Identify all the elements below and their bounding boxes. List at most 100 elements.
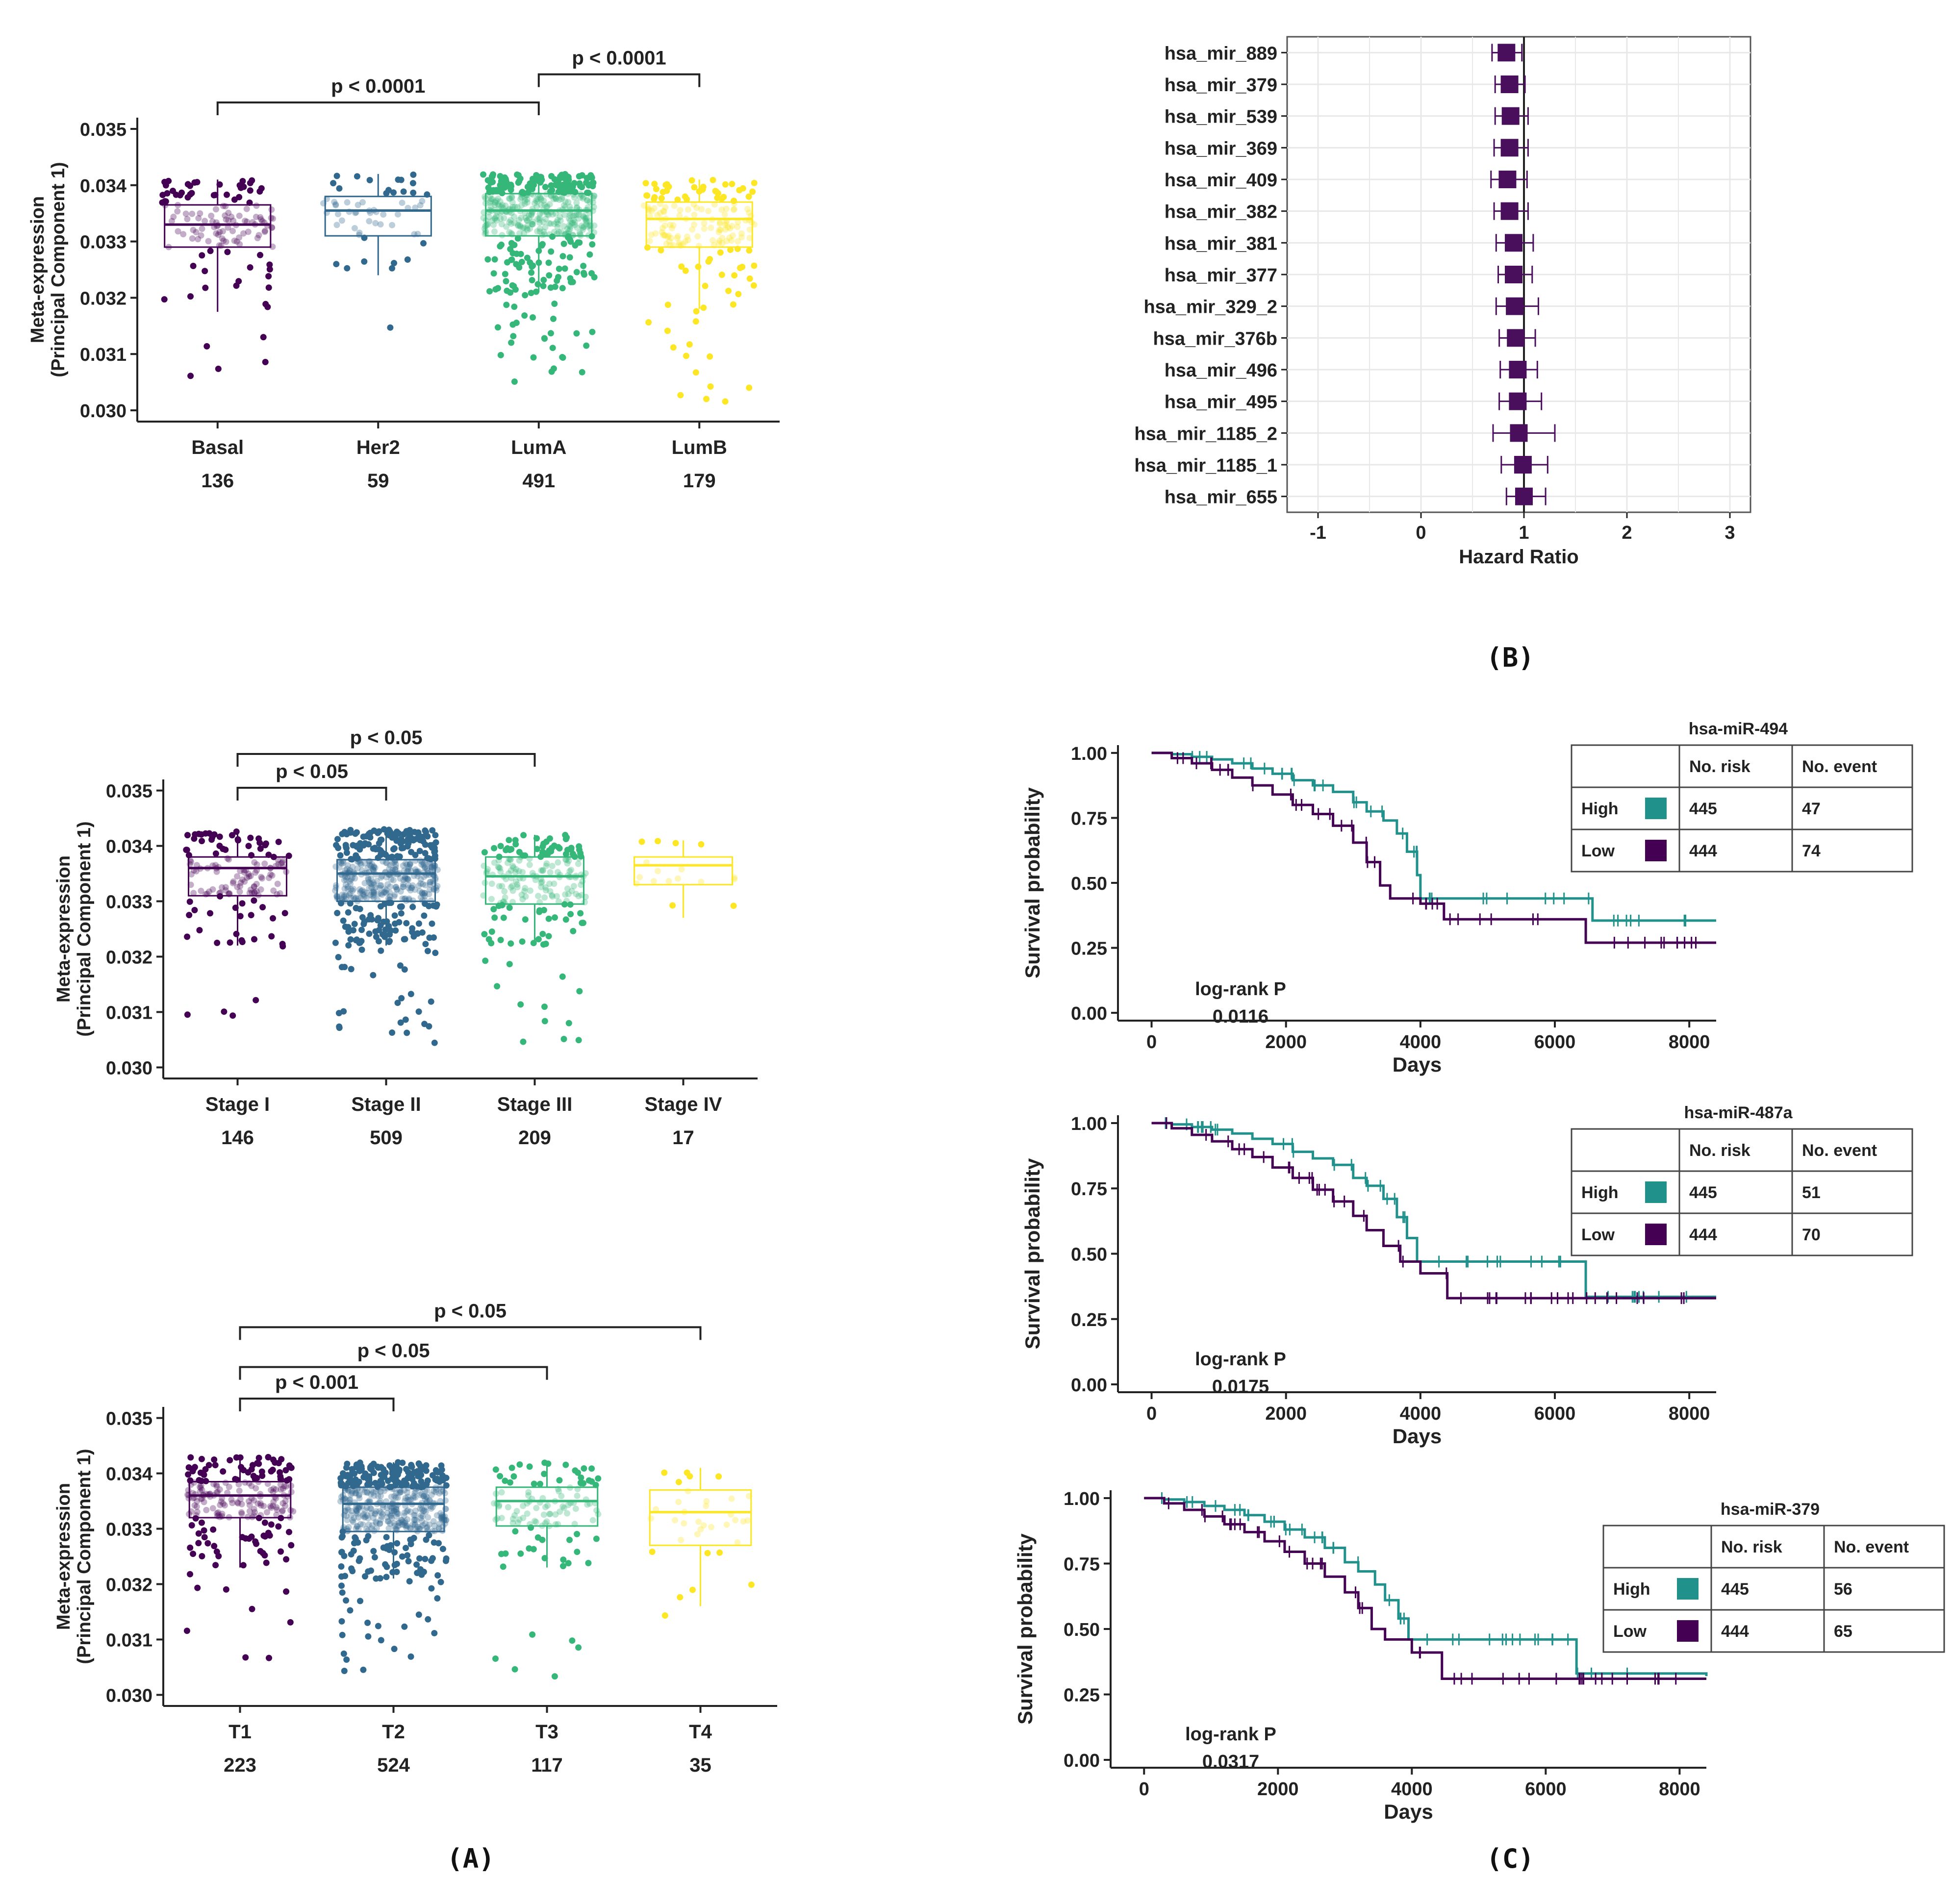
data-point [510, 864, 517, 871]
y-axis-title: Meta-expression(Principal Component 1) [27, 162, 69, 377]
data-point [363, 889, 370, 896]
data-point [730, 902, 737, 909]
data-point [370, 894, 377, 901]
data-point [187, 1544, 194, 1551]
data-point [333, 893, 340, 900]
km-curve-low [1151, 1122, 1716, 1300]
data-point [435, 1540, 442, 1547]
data-point [550, 315, 557, 322]
data-point [657, 210, 663, 217]
data-point [194, 1498, 201, 1504]
data-point [439, 1472, 446, 1479]
data-point [530, 218, 536, 225]
data-point [366, 885, 373, 892]
data-point [711, 201, 718, 208]
data-point [348, 966, 355, 973]
data-point [488, 928, 495, 935]
data-point [517, 196, 524, 202]
data-point [438, 1462, 445, 1469]
data-point [488, 940, 495, 947]
data-point [416, 848, 423, 854]
data-point [432, 1484, 439, 1491]
data-point [278, 1548, 284, 1555]
data-point [561, 231, 568, 238]
data-point [661, 222, 668, 229]
data-point [377, 1520, 383, 1527]
table-cell: 56 [1834, 1580, 1852, 1599]
data-point [482, 200, 489, 207]
data-point [352, 1490, 359, 1497]
data-point [520, 1514, 527, 1521]
data-point [341, 894, 348, 901]
data-point [432, 950, 439, 956]
data-point [247, 179, 254, 186]
data-point [549, 863, 556, 869]
data-point [562, 204, 569, 211]
data-point [565, 228, 572, 235]
data-point [527, 259, 533, 266]
x-tick-label: LumA [511, 437, 566, 458]
data-point [251, 1512, 257, 1519]
data-point [353, 1507, 360, 1514]
data-point [413, 1561, 420, 1568]
data-point [170, 213, 177, 220]
data-point [209, 1505, 216, 1512]
data-point [541, 1018, 548, 1025]
data-point [665, 232, 672, 239]
data-point [540, 276, 547, 283]
data-point [589, 199, 596, 206]
data-point [191, 179, 198, 186]
data-point [338, 900, 344, 906]
data-point [437, 1484, 444, 1491]
data-point [273, 1511, 280, 1518]
data-point [368, 875, 374, 882]
data-point [345, 1524, 352, 1530]
data-point [393, 883, 399, 890]
data-point [193, 1512, 200, 1519]
data-point [715, 240, 722, 247]
data-point [482, 229, 489, 236]
data-point [376, 927, 382, 933]
data-point [541, 1555, 548, 1561]
table-cell: Low [1613, 1622, 1647, 1641]
data-point [212, 850, 219, 857]
significance-bracket [216, 101, 540, 115]
data-point [510, 333, 517, 340]
data-point [246, 1498, 252, 1504]
data-point [700, 304, 707, 311]
data-point [270, 915, 276, 922]
data-point [333, 173, 340, 179]
data-point [521, 312, 528, 319]
data-point [509, 882, 516, 889]
risk-table-border [1602, 1525, 1945, 1653]
data-point [417, 1505, 424, 1512]
data-point [661, 1612, 668, 1619]
data-point [401, 896, 408, 902]
data-point [389, 222, 396, 228]
data-point [407, 867, 414, 874]
data-point [579, 172, 585, 179]
data-point [405, 866, 411, 873]
data-point [427, 878, 434, 885]
data-point [428, 1491, 435, 1498]
data-point [402, 874, 408, 881]
data-point [531, 1480, 537, 1487]
data-point [359, 1521, 366, 1528]
data-point [543, 204, 550, 210]
data-point [481, 209, 487, 216]
data-point [574, 1492, 581, 1499]
data-point [529, 221, 536, 227]
data-point [536, 194, 543, 200]
data-point [484, 256, 491, 263]
data-point [184, 832, 191, 839]
y-tick-label: 0.033 [80, 232, 127, 253]
data-point [253, 1485, 259, 1492]
hr-point [1506, 297, 1524, 315]
data-point [377, 882, 384, 889]
data-point [708, 1524, 714, 1530]
data-point [500, 914, 507, 921]
data-point [436, 1520, 443, 1527]
significance-bracket [239, 1398, 395, 1412]
data-point [330, 180, 337, 187]
data-point [251, 889, 258, 896]
